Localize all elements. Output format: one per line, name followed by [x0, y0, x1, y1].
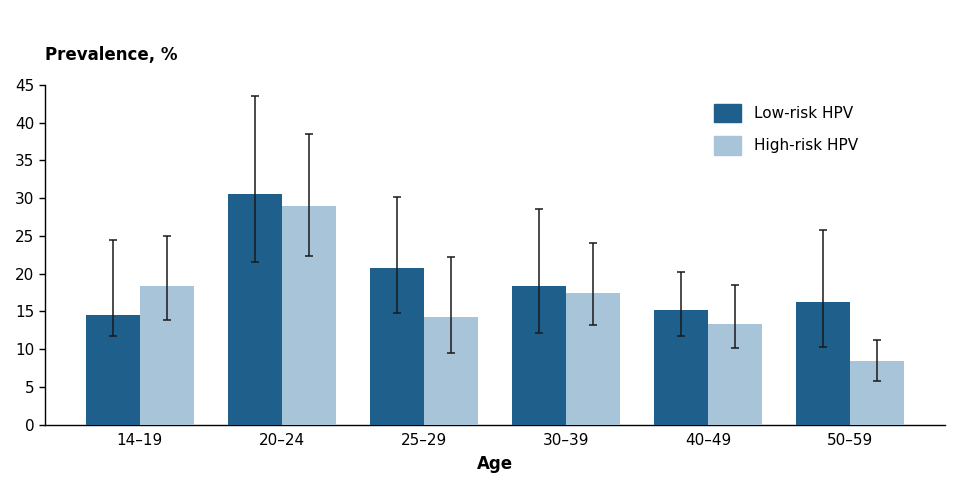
Bar [654, 310, 708, 425]
Text: Prevalence, %: Prevalence, % [45, 46, 178, 64]
Bar [851, 361, 904, 425]
Bar [512, 286, 566, 425]
Bar [424, 317, 478, 425]
Bar [566, 292, 620, 425]
X-axis label: Age: Age [477, 455, 513, 473]
Bar [282, 205, 336, 425]
Bar [228, 194, 282, 425]
Bar [140, 286, 194, 425]
Bar [796, 303, 851, 425]
Bar [85, 315, 140, 425]
Bar [370, 268, 424, 425]
Legend: Low-risk HPV, High-risk HPV: Low-risk HPV, High-risk HPV [707, 96, 865, 162]
Bar [708, 324, 762, 425]
